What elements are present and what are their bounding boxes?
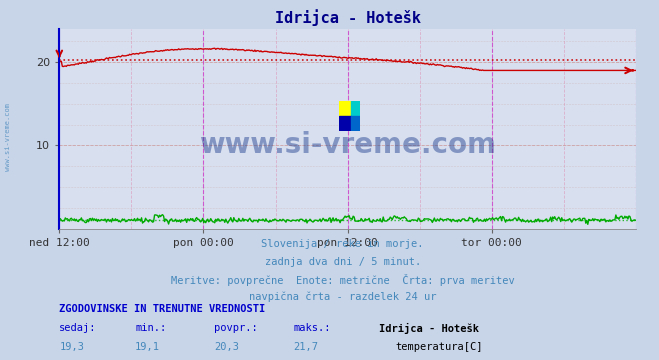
Bar	[339, 116, 351, 131]
Text: 19,3: 19,3	[59, 342, 84, 352]
Text: maks.:: maks.:	[293, 323, 331, 333]
Text: min.:: min.:	[135, 323, 166, 333]
Text: 19,1: 19,1	[135, 342, 160, 352]
Text: Slovenija / reke in morje.: Slovenija / reke in morje.	[262, 239, 424, 249]
Text: sedaj:: sedaj:	[59, 323, 97, 333]
Bar	[351, 116, 360, 131]
Text: povpr.:: povpr.:	[214, 323, 258, 333]
Text: 20,3: 20,3	[214, 342, 239, 352]
Text: www.si-vreme.com: www.si-vreme.com	[5, 103, 11, 171]
Text: Meritve: povprečne  Enote: metrične  Črta: prva meritev: Meritve: povprečne Enote: metrične Črta:…	[171, 274, 515, 286]
Text: temperatura[C]: temperatura[C]	[395, 342, 483, 352]
Text: Idrijca - Hotešk: Idrijca - Hotešk	[379, 323, 479, 334]
Bar	[339, 101, 351, 116]
Text: www.si-vreme.com: www.si-vreme.com	[199, 131, 496, 159]
Text: zadnja dva dni / 5 minut.: zadnja dva dni / 5 minut.	[264, 257, 421, 267]
Text: navpična črta - razdelek 24 ur: navpična črta - razdelek 24 ur	[249, 291, 436, 302]
Title: Idrijca - Hotešk: Idrijca - Hotešk	[275, 9, 420, 26]
Text: 21,7: 21,7	[293, 342, 318, 352]
Bar	[351, 101, 360, 116]
Text: ZGODOVINSKE IN TRENUTNE VREDNOSTI: ZGODOVINSKE IN TRENUTNE VREDNOSTI	[59, 304, 266, 314]
